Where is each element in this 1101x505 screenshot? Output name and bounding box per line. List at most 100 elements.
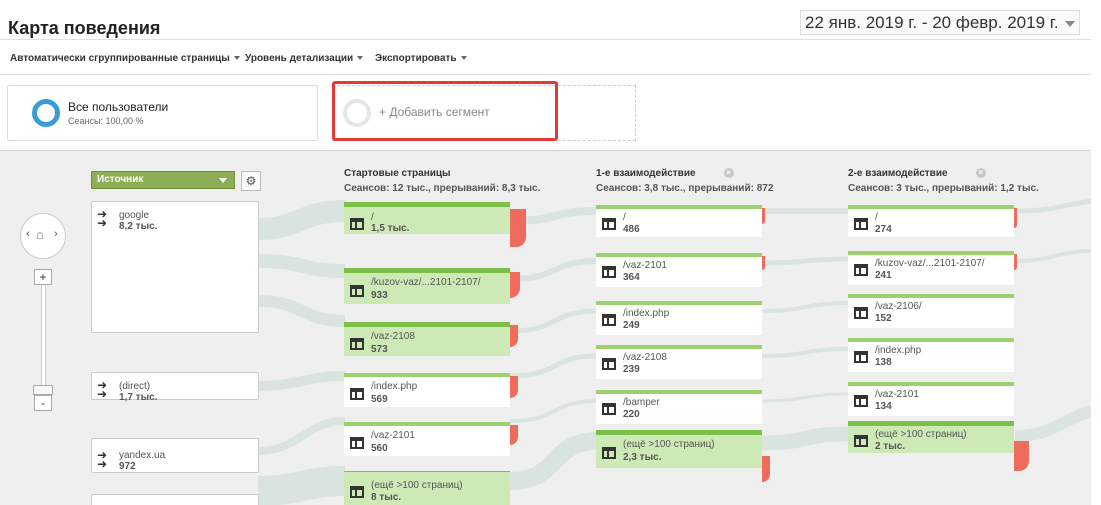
page-node[interactable]: /vaz-2106/ 152: [848, 294, 1014, 328]
page-node[interactable]: /kuzov-vaz/...2101-2107/ 241: [848, 251, 1014, 285]
source-node[interactable]: ➜ ➜ google 8,2 тыс.: [91, 201, 259, 333]
date-range-label: 22 янв. 2019 г. - 20 февр. 2019 г.: [805, 13, 1059, 32]
gear-icon: ⚙: [245, 174, 257, 188]
exit-drop: [762, 256, 765, 270]
segment-all-users[interactable]: Все пользователи Сеансы: 100,00 %: [7, 85, 318, 141]
source-node[interactable]: ➜ ➜ (direct) 1,7 тыс.: [91, 372, 259, 403]
pan-control: ‹ ⌂ ›: [20, 213, 66, 259]
page-icon: [350, 437, 364, 449]
add-segment-button[interactable]: + Добавить сегмент: [332, 85, 636, 141]
page-node[interactable]: (ещё >100 страниц) 8 тыс.: [344, 471, 510, 505]
page-name: /vaz-2101: [875, 389, 919, 400]
page-count: 573: [371, 344, 388, 355]
arrow-flow-icon: ➜ ➜: [97, 378, 108, 401]
page-icon: [602, 447, 616, 459]
chevron-down-icon: [219, 178, 227, 183]
close-icon[interactable]: ×: [975, 168, 986, 178]
home-icon[interactable]: ⌂: [36, 227, 44, 242]
page-node[interactable]: /vaz-2101 134: [848, 382, 1014, 416]
page-count: 2,3 тыс.: [623, 452, 662, 463]
export-menu[interactable]: Экспортировать: [375, 53, 467, 64]
page-count: 2 тыс.: [875, 441, 906, 452]
page-node[interactable]: /index.php 138: [848, 338, 1014, 372]
page-name: (ещё >100 страниц): [875, 429, 967, 440]
arrow-flow-icon: ➜ ➜: [97, 207, 108, 230]
grouping-menu[interactable]: Автоматически сгруппированные страницы: [10, 53, 240, 64]
page-count: 8 тыс.: [371, 492, 402, 503]
page-node[interactable]: (ещё >100 страниц) 2,3 тыс.: [596, 430, 762, 468]
page-node[interactable]: /index.php 569: [344, 373, 510, 407]
page-count: 134: [875, 401, 892, 412]
page-node[interactable]: /index.php 249: [596, 301, 762, 335]
page-count: 241: [875, 270, 892, 281]
page-title: Карта поведения: [8, 18, 161, 38]
column-title: 2-е взаимодействие: [848, 168, 948, 179]
page-name: /kuzov-vaz/...2101-2107/: [371, 277, 481, 288]
top-bar: Карта поведения 22 янв. 2019 г. - 20 фев…: [0, 0, 1091, 40]
column-sub: Сеансов: 3 тыс., прерываний: 1,2 тыс.: [848, 183, 1039, 194]
page-node[interactable]: / 486: [596, 205, 762, 237]
source-dropdown[interactable]: Источник: [91, 171, 235, 189]
grouping-menu-label: Автоматически сгруппированные страницы: [10, 53, 230, 64]
page-node[interactable]: /bamper 220: [596, 390, 762, 424]
page-name: /vaz-2108: [623, 352, 667, 363]
page-node[interactable]: / 274: [848, 205, 1014, 237]
column-header-step1: 1-е взаимодействие × Сеансов: 3,8 тыс., п…: [596, 168, 773, 194]
zoom-slider-handle[interactable]: [33, 385, 53, 395]
page-count: 152: [875, 313, 892, 324]
page-count: 239: [623, 364, 640, 375]
page-name: /index.php: [371, 381, 418, 392]
exit-drop: [1014, 441, 1029, 471]
page-count: 486: [623, 224, 640, 235]
chevron-left-icon[interactable]: ‹: [26, 228, 30, 240]
segment-label: Все пользователи: [68, 100, 169, 114]
page-name: /kuzov-vaz/...2101-2107/: [875, 258, 985, 269]
page-node[interactable]: /vaz-2108 239: [596, 345, 762, 379]
page-count: 569: [371, 394, 388, 405]
exit-drop: [510, 376, 518, 398]
close-icon[interactable]: ×: [723, 168, 734, 178]
page-icon: [350, 285, 364, 297]
exit-drop: [510, 425, 518, 445]
page-icon: [602, 358, 616, 370]
column-title: 1-е взаимодействие: [596, 168, 696, 179]
highlight-frame: [332, 81, 558, 141]
page-icon: [350, 218, 364, 230]
exit-drop: [510, 272, 520, 298]
settings-button[interactable]: ⚙: [241, 171, 261, 191]
exit-drop: [762, 208, 765, 224]
page-node[interactable]: (ещё >100 страниц) 2 тыс.: [848, 421, 1014, 453]
empty-ring-icon: [343, 99, 371, 127]
page-name: (ещё >100 страниц): [371, 480, 463, 491]
page-name: /bamper: [623, 397, 660, 408]
page-count: 138: [875, 357, 892, 368]
date-range-picker[interactable]: 22 янв. 2019 г. - 20 февр. 2019 г.: [800, 10, 1080, 35]
source-node[interactable]: ➜ ➜ yandex.ua 972: [91, 438, 259, 473]
page-node[interactable]: / 1,5 тыс.: [344, 202, 510, 234]
page-node[interactable]: /vaz-2101 364: [596, 253, 762, 287]
page-name: /vaz-2101: [623, 260, 667, 271]
exit-drop: [762, 456, 770, 482]
segment-sub: Сеансы: 100,00 %: [68, 116, 144, 126]
flow-connections: [257, 198, 1091, 505]
source-node[interactable]: [91, 494, 259, 505]
page-count: 364: [623, 272, 640, 283]
page-icon: [350, 388, 364, 400]
zoom-out-button[interactable]: -: [34, 395, 52, 411]
page-node[interactable]: /vaz-2101 560: [344, 422, 510, 456]
page-name: /: [875, 212, 878, 223]
exit-drop: [510, 325, 518, 347]
page-name: (ещё >100 страниц): [623, 439, 715, 450]
page-icon: [854, 395, 868, 407]
page-node[interactable]: /vaz-2108 573: [344, 322, 510, 356]
source-count: 1,7 тыс.: [119, 392, 158, 403]
page-icon: [602, 314, 616, 326]
zoom-in-button[interactable]: +: [34, 269, 52, 285]
page-name: /index.php: [875, 345, 922, 356]
exit-drop: [510, 209, 526, 247]
page-node[interactable]: /kuzov-vaz/...2101-2107/ 933: [344, 268, 510, 304]
exit-drop: [1014, 254, 1017, 270]
chevron-right-icon[interactable]: ›: [54, 228, 58, 240]
column-header-step2: 2-е взаимодействие × Сеансов: 3 тыс., пре…: [848, 168, 1039, 194]
detail-level-menu[interactable]: Уровень детализации: [245, 53, 364, 64]
